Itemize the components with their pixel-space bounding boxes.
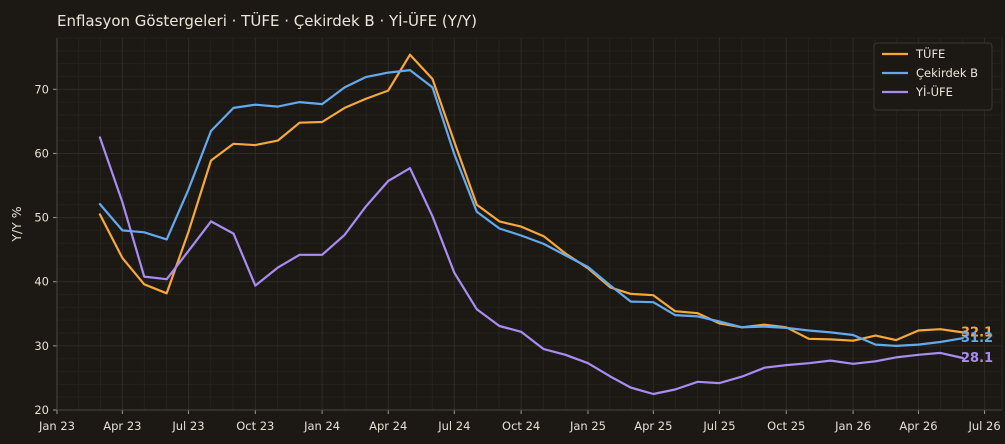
legend-label: TÜFE [915, 45, 945, 61]
x-tick-label: Jan 24 [303, 419, 340, 433]
x-tick-label: Apr 24 [369, 419, 407, 433]
series-line-1 [98, 68, 964, 347]
x-tick-label: Apr 23 [103, 419, 141, 433]
y-axis-label: Y/Y % [9, 206, 24, 242]
end-label-0: 32.1 [961, 325, 993, 340]
y-tick-label: 30 [34, 339, 49, 353]
end-labels: 32.131.2 28.1 [961, 325, 993, 366]
end-label-1: 31.2 [961, 331, 993, 346]
legend-item-0[interactable]: TÜFE [882, 45, 945, 61]
x-tick-label: Jul 26 [967, 419, 1000, 433]
x-tick-label: Jul 23 [171, 419, 204, 433]
x-tick-label: Oct 25 [767, 419, 805, 433]
series-line-2 [98, 136, 964, 396]
legend-label: Çekirdek B [916, 66, 978, 80]
x-tick-label: Apr 25 [634, 419, 672, 433]
legend-box [873, 42, 993, 111]
x-tick-label: Jul 24 [437, 419, 470, 433]
chart-title: Enflasyon Göstergeleri · TÜFE · Çekirdek… [57, 11, 477, 30]
grid [56, 37, 1003, 411]
x-tick-label: Oct 24 [502, 419, 540, 433]
y-tick-label: 20 [34, 403, 49, 417]
series-lines [98, 53, 964, 396]
y-tick-label: 40 [34, 275, 49, 289]
x-tick-label: Jan 25 [569, 419, 606, 433]
x-tick-label: Apr 26 [899, 419, 937, 433]
y-tick-label: 50 [34, 211, 49, 225]
x-tick-label: Oct 23 [236, 419, 274, 433]
end-label-2: 28.1 [961, 351, 993, 366]
series-line-0 [98, 53, 964, 342]
x-tick-label: Jan 23 [38, 419, 75, 433]
y-tick-label: 60 [34, 146, 49, 160]
legend[interactable]: TÜFE Çekirdek B Yİ-ÜFE [873, 42, 993, 111]
legend-label: Yİ-ÜFE [915, 83, 953, 99]
legend-item-1[interactable]: Çekirdek B [882, 66, 978, 80]
x-tick-label: Jan 26 [834, 419, 871, 433]
axes: 20 30 40 50 60 70 Jan 23 Apr 23 Jul 23 Oct 23 Jan … [34, 38, 1002, 433]
y-tick-label: 70 [34, 82, 49, 96]
x-tick-label: Jul 25 [702, 419, 735, 433]
legend-item-2[interactable]: Yİ-ÜFE [882, 83, 953, 99]
